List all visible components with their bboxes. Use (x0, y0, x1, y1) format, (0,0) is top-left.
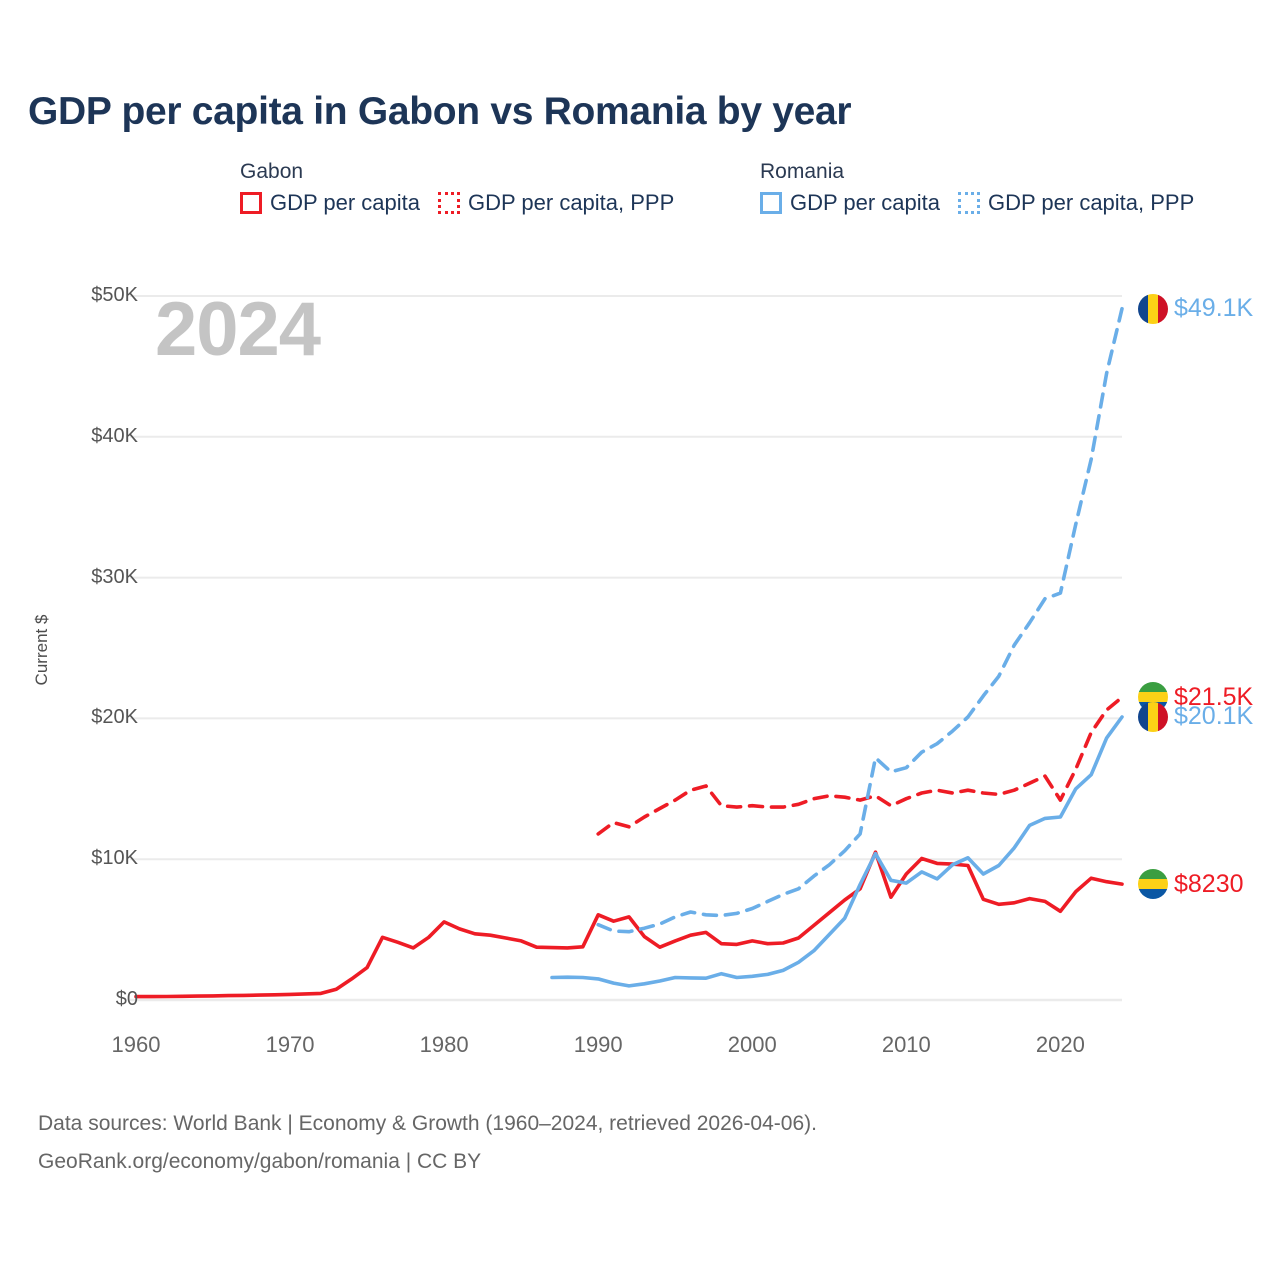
y-axis-tick-label: $20K (91, 706, 138, 729)
series-line-4 (596, 306, 1124, 934)
footer-credits: Data sources: World Bank | Economy & Gro… (38, 1105, 817, 1181)
year-watermark: 2024 (155, 287, 321, 372)
legend-item-gabon-gdp[interactable]: GDP per capita (240, 190, 420, 216)
end-label-romania: $49.1K (1138, 293, 1254, 324)
series-line-2 (596, 695, 1124, 836)
end-label-value: $20.1K (1174, 702, 1254, 731)
legend-item-label: GDP per capita, PPP (468, 190, 675, 215)
legend-group-romania: Romania GDP per capita GDP per capita, P… (760, 160, 1194, 216)
chart-legend: Gabon GDP per capita GDP per capita, PPP… (0, 160, 1280, 240)
legend-swatch-dotted-red-icon (438, 192, 461, 214)
end-label-romania: $20.1K (1138, 701, 1254, 732)
y-axis-tick-label: $30K (91, 565, 138, 588)
end-label-value: $21.5K (1174, 682, 1254, 711)
x-axis-tick-label: 2000 (727, 1032, 777, 1057)
legend-item-romania-gdp[interactable]: GDP per capita (760, 190, 940, 216)
y-axis-tick-label: $50K (91, 284, 138, 306)
x-axis-tick-label: 1980 (419, 1032, 469, 1057)
legend-item-label: GDP per capita (270, 190, 421, 215)
romania-flag-icon (1138, 293, 1168, 324)
end-label-gabon: $8230 (1138, 869, 1244, 900)
x-axis-tick-label: 2020 (1035, 1032, 1085, 1057)
legend-country-label-romania: Romania (760, 160, 845, 183)
x-axis-tick-label: 2010 (881, 1032, 931, 1057)
x-axis-tick-label: 1970 (265, 1032, 315, 1057)
legend-group-gabon: Gabon GDP per capita GDP per capita, PPP (240, 160, 674, 216)
legend-swatch-solid-blue-icon (760, 192, 782, 214)
end-label-value: $8230 (1174, 869, 1244, 898)
end-label-value: $49.1K (1174, 294, 1254, 323)
romania-flag-icon (1138, 701, 1168, 732)
legend-item-romania-gdp-ppp[interactable]: GDP per capita, PPP (958, 190, 1194, 216)
y-axis-tick-label: $10K (91, 847, 138, 870)
legend-swatch-dotted-blue-icon (958, 192, 981, 214)
footer-line-url[interactable]: GeoRank.org/economy/gabon/romania | CC B… (38, 1150, 482, 1173)
footer-line-sources: Data sources: World Bank | Economy & Gro… (38, 1112, 817, 1135)
x-axis-tick-label: 1990 (573, 1032, 623, 1057)
y-axis-tick-label: $40K (91, 424, 138, 447)
x-axis-tick-label: 1960 (111, 1032, 161, 1057)
legend-item-gabon-gdp-ppp[interactable]: GDP per capita, PPP (438, 190, 674, 216)
series-line-1 (134, 850, 1124, 999)
legend-item-label: GDP per capita, PPP (988, 190, 1195, 215)
y-axis-ticks: $0 $10K $20K $30K $40K $50K (38, 0, 138, 1280)
page-title: GDP per capita in Gabon vs Romania by ye… (28, 90, 852, 133)
legend-country-label-gabon: Gabon (240, 160, 304, 183)
series-line-3 (550, 715, 1124, 988)
y-axis-tick-label: $0 (115, 988, 138, 1010)
legend-item-label: GDP per capita (790, 190, 941, 215)
legend-swatch-solid-red-icon (240, 192, 262, 214)
gabon-flag-icon (1138, 869, 1168, 900)
